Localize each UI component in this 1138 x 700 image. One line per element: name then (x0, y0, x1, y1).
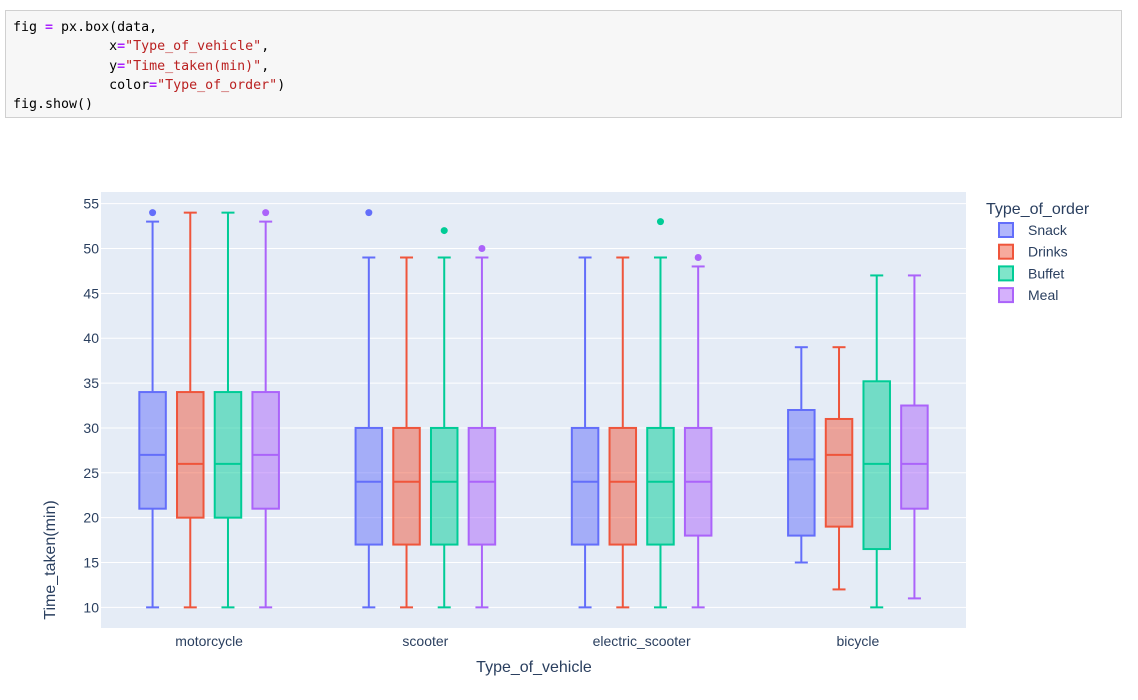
code-token: = (45, 20, 54, 35)
y-tick-label: 40 (83, 330, 99, 346)
box-iqr (138, 391, 167, 510)
box-iqr (213, 391, 243, 519)
x-tick-label: scooter (402, 633, 448, 649)
code-token: fig.show() (13, 97, 94, 113)
y-tick-label: 15 (83, 555, 99, 571)
outlier-point (149, 209, 157, 217)
y-tick-label: 30 (83, 420, 99, 436)
y-tick-label: 55 (83, 196, 99, 212)
outlier-point (262, 209, 270, 217)
code-line: x="Type_of_vehicle", (13, 37, 1121, 56)
code-token: = (117, 39, 126, 55)
box-iqr (824, 417, 854, 528)
x-tick-label: motorcycle (175, 633, 243, 649)
box-snack-motorcycle (138, 209, 167, 609)
box-iqr (787, 409, 816, 537)
outlier-point (440, 227, 448, 235)
box-meal-bicycle (900, 274, 929, 600)
y-tick-label: 35 (83, 375, 99, 391)
box-drinks-bicycle (824, 346, 854, 591)
box-snack-scooter (354, 209, 384, 609)
code-line: color="Type_of_order") (13, 76, 1121, 95)
legend-item-meal[interactable]: Meal (998, 287, 1058, 304)
code-token: "Type_of_order" (157, 77, 278, 93)
outlier-point (656, 218, 664, 226)
x-tick-label: electric_scooter (593, 633, 691, 649)
y-tick-label: 50 (83, 241, 99, 257)
box-iqr (176, 391, 205, 519)
legend[interactable]: Type_of_order Snack Drinks Buffet Meal (986, 201, 1090, 304)
code-token: ) (277, 77, 286, 93)
legend-item-snack[interactable]: Snack (998, 222, 1068, 238)
legend-swatch (998, 287, 1014, 304)
box-iqr (467, 426, 497, 546)
box-meal-motorcycle (251, 209, 280, 609)
code-token: = (149, 77, 158, 93)
box-plot: 10 15 20 25 30 35 40 45 50 55 motorcycle scooter el… (42, 192, 1090, 676)
box-iqr (646, 426, 675, 546)
box-snack-electric_scooter (570, 256, 600, 609)
box-snack-bicycle (787, 346, 816, 564)
boxes (138, 209, 929, 609)
code-token: , (261, 58, 270, 74)
code-token: fig (13, 20, 46, 35)
y-tick-label: 45 (83, 285, 99, 301)
outlier-point (694, 253, 702, 261)
code-token: px.box(data, (53, 20, 158, 35)
code-token: "Time_taken(min)" (125, 58, 262, 74)
box-buffet-electric_scooter (646, 218, 675, 609)
box-iqr (392, 426, 421, 546)
plot-area (101, 192, 966, 628)
code-token: x (13, 39, 118, 55)
y-tick-label: 20 (83, 510, 99, 526)
outlier-point (478, 245, 486, 253)
legend-label: Buffet (1028, 265, 1064, 281)
code-token: = (117, 58, 126, 74)
legend-swatch (998, 222, 1014, 238)
x-axis-ticks: motorcycle scooter electric_scooter bicycle (175, 633, 879, 649)
y-tick-label: 25 (83, 465, 99, 481)
legend-item-drinks[interactable]: Drinks (998, 243, 1068, 260)
code-cell[interactable]: fig = px.box(data, x="Type_of_vehicle", … (5, 10, 1122, 118)
code-line: fig = px.box(data, (13, 18, 1121, 37)
legend-label: Drinks (1028, 244, 1068, 260)
outlier-point (365, 209, 373, 217)
box-meal-electric_scooter (683, 253, 713, 609)
box-iqr (570, 426, 600, 546)
legend-label: Meal (1028, 287, 1058, 303)
box-drinks-motorcycle (176, 211, 205, 609)
box-buffet-motorcycle (213, 211, 243, 609)
code-token: , (261, 39, 270, 55)
box-buffet-bicycle (862, 274, 891, 609)
y-axis-title: Time_taken(min) (42, 500, 59, 619)
box-iqr (608, 426, 638, 546)
legend-swatch (998, 265, 1014, 282)
code-line: fig.show() (13, 95, 1121, 114)
x-axis-title: Type_of_vehicle (476, 659, 592, 676)
box-iqr (900, 404, 929, 510)
legend-swatch (998, 243, 1014, 260)
y-tick-label: 10 (83, 599, 99, 615)
box-meal-scooter (467, 245, 497, 609)
box-drinks-scooter (392, 256, 421, 609)
code-token: color (13, 77, 150, 93)
code-token: y (13, 58, 118, 74)
y-grid (101, 203, 966, 608)
box-drinks-electric_scooter (608, 256, 638, 609)
legend-item-buffet[interactable]: Buffet (998, 265, 1064, 282)
code-line: y="Time_taken(min)", (13, 57, 1121, 76)
box-iqr (354, 426, 384, 546)
box-iqr (429, 426, 459, 546)
y-axis-ticks: 10 15 20 25 30 35 40 45 50 55 (83, 196, 99, 616)
legend-label: Snack (1028, 222, 1068, 238)
box-buffet-scooter (429, 227, 459, 609)
code-token: "Type_of_vehicle" (125, 39, 262, 55)
box-iqr (862, 380, 891, 551)
box-iqr (251, 391, 280, 510)
legend-title: Type_of_order (986, 201, 1090, 218)
x-tick-label: bicycle (836, 633, 879, 649)
